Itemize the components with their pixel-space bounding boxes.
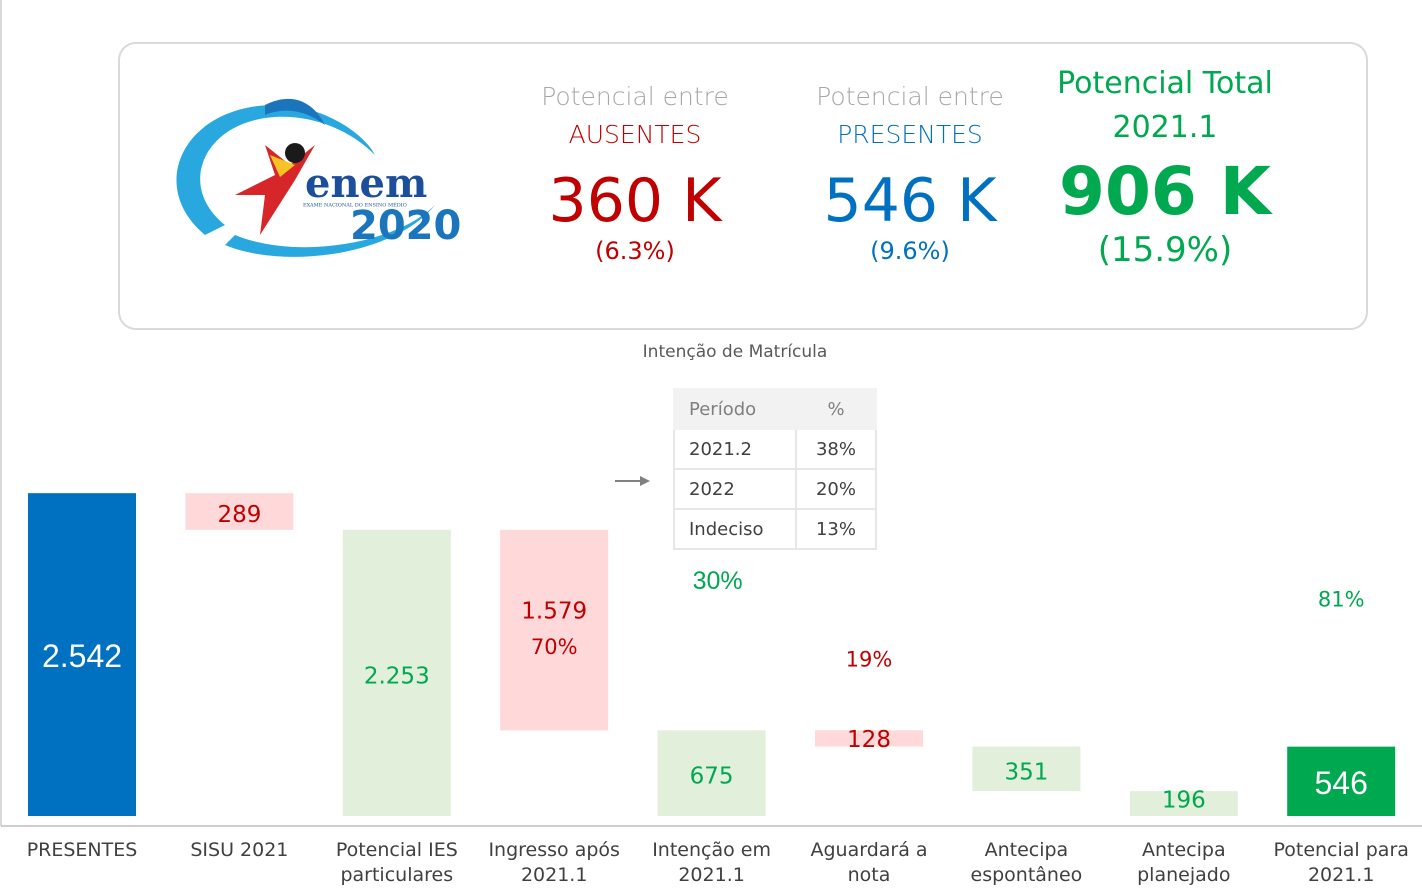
value-label: 289	[217, 502, 261, 528]
bar	[1287, 746, 1396, 816]
category-label: Aguardará a nota	[810, 839, 928, 886]
intent-table: Período % 2021.2 38% 2022 20% Indeciso 13%	[673, 388, 877, 550]
total-block: Potencial Total 2021.1 906 K (15.9%)	[1030, 62, 1300, 270]
ausentes-value: 360 K	[548, 166, 722, 236]
table-cell: 2021.2	[673, 428, 797, 470]
logo-swoosh-bottom	[225, 205, 435, 257]
category-label: Potencial IES particulares	[335, 839, 458, 886]
percent-label: 19%	[846, 647, 893, 671]
logo-caption: EXAME NACIONAL DO ENSINO MÉDIO	[303, 201, 407, 209]
table-row: 2022 20%	[673, 468, 877, 510]
bar	[972, 746, 1081, 792]
table-header: Período %	[673, 388, 877, 430]
value-label: 196	[1162, 788, 1206, 814]
category-label: Intenção em 2021.1	[652, 839, 771, 886]
logo-figure	[235, 145, 315, 235]
logo: enem EXAME NACIONAL DO ENSINO MÉDIO 2020	[176, 98, 461, 257]
table-cell: 20%	[795, 468, 877, 510]
value-label: 546	[1315, 765, 1368, 801]
table-cell: 38%	[795, 428, 877, 470]
table-row: Indeciso 13%	[673, 508, 877, 550]
presentes-line2: PRESENTES	[837, 120, 983, 149]
ausentes-line2: AUSENTES	[568, 120, 702, 149]
presentes-line1: Potencial entre	[816, 82, 1004, 111]
table-cell: Indeciso	[673, 508, 797, 550]
total-line2: 2021.1	[1112, 110, 1218, 145]
table-cell: 13%	[795, 508, 877, 550]
ausentes-block: Potencial entre AUSENTES 360 K (6.3%)	[510, 78, 760, 266]
presentes-pct: (9.6%)	[870, 237, 950, 265]
total-value: 906 K	[1059, 153, 1271, 230]
table-title: Intenção de Matrícula	[642, 342, 828, 362]
value-label: 128	[847, 727, 891, 753]
logo-head	[285, 143, 305, 163]
bar	[185, 493, 294, 530]
value-label: 2.253	[364, 663, 430, 689]
value-label: 351	[1004, 759, 1048, 785]
bar	[342, 529, 451, 816]
bar	[815, 730, 923, 747]
header-cell: %	[795, 388, 877, 430]
presentes-block: Potencial entre PRESENTES 546 K (9.6%)	[785, 78, 1035, 266]
total-line1: Potencial Total	[1057, 66, 1273, 101]
logo-year: 2020	[350, 203, 461, 249]
category-label: SISU 2021	[190, 839, 289, 861]
bar	[657, 730, 766, 816]
logo-swoosh	[176, 105, 375, 235]
category-label: PRESENTES	[26, 839, 138, 861]
bar	[28, 493, 136, 816]
arrow-head	[640, 476, 650, 486]
percent-label: 81%	[1318, 588, 1365, 612]
value-label: 675	[690, 764, 734, 790]
table-row: 2021.2 38%	[673, 428, 877, 470]
presentes-value: 546 K	[823, 166, 997, 236]
bar	[500, 529, 609, 731]
percent-label: 30%	[693, 567, 743, 595]
total-pct: (15.9%)	[1097, 230, 1233, 270]
logo-word: enem	[305, 160, 427, 207]
ausentes-line1: Potencial entre	[541, 82, 729, 111]
category-label: Antecipa planejado	[1137, 839, 1231, 886]
summary-card	[118, 42, 1368, 330]
value-label: 1.579	[521, 599, 587, 625]
category-label: Potencial para 2021.1	[1273, 839, 1409, 886]
bar	[1129, 791, 1238, 816]
ausentes-pct: (6.3%)	[595, 237, 675, 265]
logo-figure-yellow	[270, 155, 295, 177]
percent-label: 70%	[531, 635, 578, 659]
table-cell: 2022	[673, 468, 797, 510]
category-label: Ingresso após 2021.1	[488, 839, 620, 886]
header-cell: Período	[673, 388, 797, 430]
logo-arc	[265, 98, 325, 125]
category-label: Antecipa espontâneo	[970, 839, 1083, 886]
value-label: 2.542	[42, 638, 122, 674]
